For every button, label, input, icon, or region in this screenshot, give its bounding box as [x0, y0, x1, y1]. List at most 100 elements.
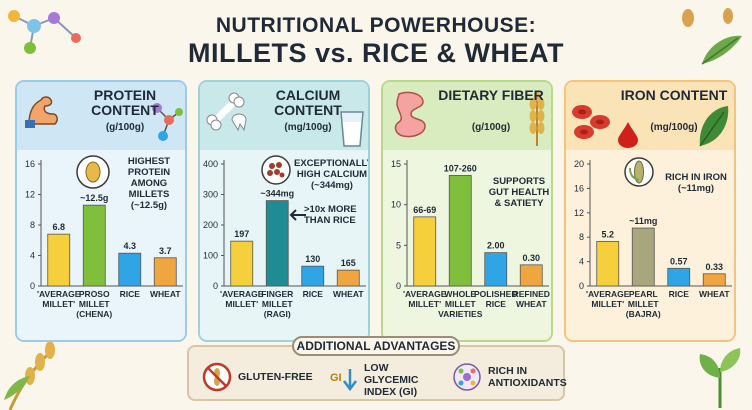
y-tick-label: 16 [25, 159, 35, 169]
y-tick-label: 8 [30, 220, 35, 230]
bar [596, 241, 620, 287]
x-tick-label: REFINED WHEAT [513, 289, 550, 309]
fiber-annotation: SUPPORTS GUT HEALTH & SATIETY [488, 176, 550, 209]
protein-chart: 0 4 8 12 16 6.8 'AVERAGE MILLET' ~12.5g PROSO MILL… [25, 159, 183, 319]
data-label: 0.30 [522, 253, 540, 263]
spinach-leaf-icon [699, 106, 729, 147]
gi-badge-text: GI [330, 372, 342, 384]
panel-unit: (g/100g) [105, 122, 145, 133]
y-tick-label: 0 [579, 281, 584, 291]
plant-sprout-icon [699, 348, 741, 408]
y-tick-label: 200 [203, 220, 218, 230]
data-label: ~344mg [260, 189, 294, 199]
advantage-low-gi: GI LOW GLYCEMIC INDEX (GI) [328, 362, 438, 398]
wheat-sprig-icon [4, 341, 55, 410]
x-tick-label: FINGER MILLET (RAGI) [261, 289, 293, 319]
pearl-millet-badge [624, 157, 654, 187]
bar [667, 267, 691, 287]
wheat-icon [529, 91, 545, 146]
data-label: 0.57 [670, 256, 688, 266]
data-label: 4.3 [123, 241, 136, 251]
panel-protein: PROTEIN CONTENT (g/100g) 0 4 8 12 16 6.8 'AVER… [15, 80, 187, 342]
x-tick-label: 'AVERAGE MILLET' [403, 289, 447, 309]
ragi-seeds-badge [261, 155, 291, 185]
data-label: 107-260 [444, 163, 477, 173]
calcium-annotation-2: >10x MORE THAN RICE [304, 204, 357, 226]
bar [413, 216, 437, 287]
x-tick-label: PROSO MILLET (CHENA) [76, 289, 112, 319]
y-tick-label: 20 [574, 159, 584, 169]
blood-drop-icon [618, 122, 638, 148]
y-tick-label: 12 [25, 190, 35, 200]
x-tick-label: WHEAT [333, 289, 364, 299]
intestine-icon [394, 91, 426, 138]
bar [153, 257, 177, 287]
advantage-label: LOW GLYCEMIC INDEX (GI) [364, 362, 419, 398]
x-tick-label: RICE [303, 289, 324, 299]
x-tick-label: 'AVERAGE MILLET' [586, 289, 630, 309]
y-tick-label: 12 [574, 208, 584, 218]
data-label: 130 [305, 254, 320, 264]
y-tick-label: 15 [391, 159, 401, 169]
molecule-icon [8, 10, 81, 54]
x-tick-label: RICE [669, 289, 690, 299]
page-title-line2: MILLETS vs. RICE & WHEAT [187, 38, 564, 68]
x-tick-label: POLISHED RICE [474, 289, 517, 309]
panel-unit: (mg/100g) [650, 122, 698, 133]
panel-calcium: CALCIUM CONTENT (mg/100g) 0 100 200 300 400 1… [198, 80, 370, 342]
fiber-chart: 0 5 10 15 66-69 'AVERAGE MILLET' 107-260 WHOLE MI… [391, 159, 550, 319]
bar [265, 200, 289, 287]
x-tick-label: 'AVERAGE MILLET' [37, 289, 81, 309]
data-label: 66-69 [413, 205, 436, 215]
iron-chart: 0 4 8 12 16 20 5.2 'AVERAGE MILLET' ~11mg PEARL MIL… [574, 159, 732, 319]
panel-unit: (mg/100g) [284, 122, 332, 133]
y-tick-label: 10 [391, 200, 401, 210]
panel-unit: (g/100g) [471, 122, 511, 133]
bar [519, 264, 543, 287]
bar [118, 252, 142, 287]
arrow-icon [289, 209, 306, 221]
panel-body: 0 100 200 300 400 197 'AVERAGE MILLET' ~344mg FIN… [200, 150, 370, 340]
millet-grain-badge [76, 155, 110, 189]
x-tick-label: WHOLE MILLET VARIETIES [438, 289, 483, 319]
bar [230, 240, 254, 287]
bar [336, 269, 360, 287]
bar [631, 227, 655, 287]
data-label: ~11mg [629, 216, 657, 226]
bar [82, 204, 106, 287]
x-tick-label: 'AVERAGE MILLET' [220, 289, 264, 309]
panel-title: DIETARY FIBER [438, 87, 544, 103]
page-title-line1: NUTRITIONAL POWERHOUSE: [215, 14, 537, 37]
y-tick-label: 8 [579, 232, 584, 242]
y-tick-label: 300 [203, 190, 218, 200]
calcium-annotation: EXCEPTIONALLY HIGH CALCIUM (~344mg) [294, 158, 370, 191]
y-tick-label: 4 [579, 257, 584, 267]
antioxidant-icon [453, 363, 481, 391]
data-label: ~12.5g [80, 193, 108, 203]
data-label: 3.7 [159, 246, 172, 256]
panel-body: 0 4 8 12 16 20 5.2 'AVERAGE MILLET' ~11mg PEARL MIL… [566, 150, 734, 340]
x-tick-label: RICE [120, 289, 141, 299]
data-label: 165 [341, 258, 356, 268]
flexed-arm-icon [25, 96, 58, 128]
bar [301, 265, 325, 287]
calcium-chart: 0 100 200 300 400 197 'AVERAGE MILLET' ~344mg FIN… [203, 159, 366, 319]
x-tick-label: WHEAT [699, 289, 730, 299]
milk-glass-icon [340, 111, 364, 147]
bar [484, 252, 508, 287]
advantage-gluten-free: GLUTEN-FREE [202, 362, 313, 392]
y-tick-label: 0 [396, 281, 401, 291]
gi-down-arrow-icon: GI [330, 369, 357, 392]
panel-iron: IRON CONTENT (mg/100g) 0 4 8 12 16 20 5.2 'AVER… [564, 80, 736, 342]
protein-annotation: HIGHEST PROTEIN AMONG MILLETS (~12.5g) [127, 156, 171, 211]
advantages-title: ADDITIONAL ADVANTAGES [292, 336, 460, 356]
data-label: 0.33 [705, 262, 723, 272]
molecule-small-icon [152, 103, 183, 141]
no-gluten-icon [202, 362, 232, 392]
panel-body: 0 5 10 15 66-69 'AVERAGE MILLET' 107-260 WHOLE MI… [383, 150, 551, 340]
data-label: 2.00 [487, 241, 505, 251]
grain-leaf-icon [682, 8, 742, 65]
y-tick-label: 400 [203, 159, 218, 169]
data-label: 197 [234, 229, 249, 239]
bone-icon [206, 92, 247, 132]
